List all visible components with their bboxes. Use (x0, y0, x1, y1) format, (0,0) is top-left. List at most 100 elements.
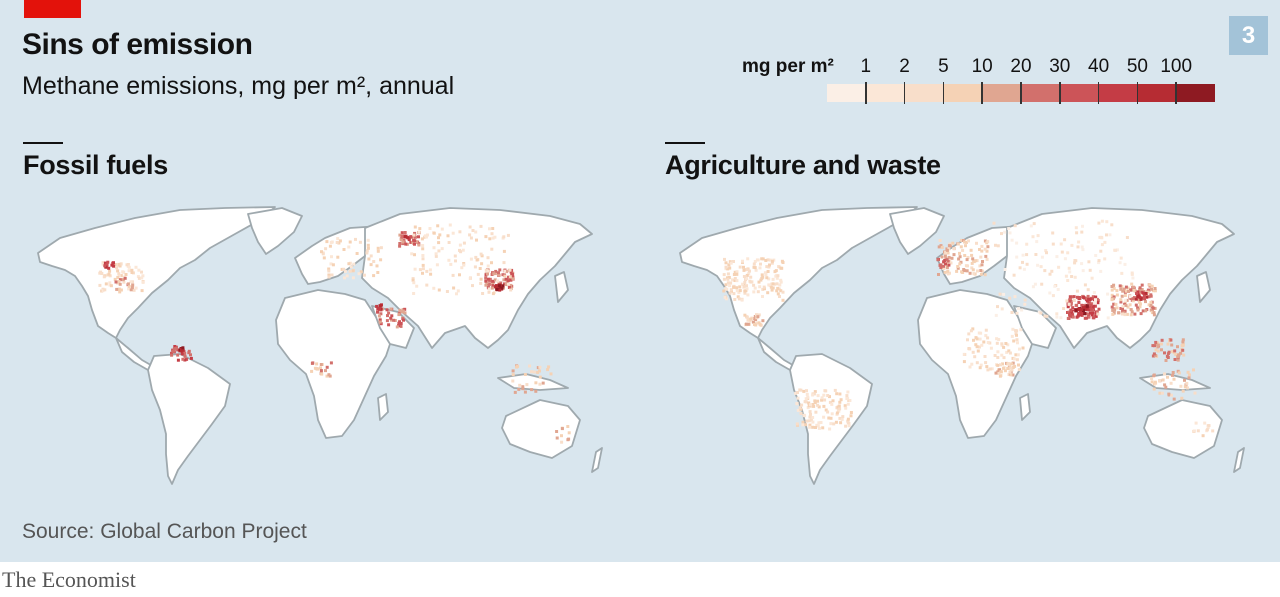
emission-cell (1143, 294, 1146, 298)
emission-cell (417, 243, 421, 247)
emission-cell (1177, 371, 1181, 375)
emission-cell (421, 254, 425, 257)
emission-cell (399, 237, 403, 241)
emission-cell (491, 292, 495, 296)
emission-cell (413, 225, 417, 229)
emission-cell (1170, 343, 1174, 347)
landmass-north-america (37, 206, 276, 339)
emission-cell (1152, 373, 1156, 377)
emission-cell (807, 401, 811, 405)
emission-cell (1121, 309, 1125, 313)
emission-cell (1036, 234, 1040, 238)
emission-cell (1129, 308, 1133, 312)
emission-cell (137, 268, 141, 272)
emission-cell (749, 275, 753, 279)
emission-cell (567, 431, 571, 435)
emission-cell (403, 231, 407, 234)
emission-cell (941, 266, 945, 270)
emission-cell (505, 270, 509, 274)
map-label-rule (665, 142, 705, 144)
emission-cell (996, 363, 1000, 367)
emission-cell (963, 240, 967, 244)
emission-cell (1084, 307, 1087, 311)
emission-cell (412, 233, 416, 237)
emission-cell (821, 426, 825, 430)
emission-cell (1123, 262, 1127, 266)
emission-cell (809, 418, 813, 422)
emission-cell (399, 322, 403, 325)
emission-cell (1010, 334, 1014, 338)
emission-cell (814, 426, 817, 429)
legend-swatch (943, 84, 983, 102)
emission-cell (397, 321, 401, 325)
emission-cell (740, 298, 744, 302)
emission-cell (983, 247, 987, 251)
emission-cell (415, 284, 419, 288)
emission-cell (816, 399, 820, 403)
emission-cell (732, 292, 736, 296)
emission-cell (438, 233, 442, 237)
emission-cell (835, 392, 839, 396)
emission-cell (729, 261, 733, 265)
emission-cell (812, 392, 816, 396)
emission-cell (1181, 340, 1185, 344)
emission-cell (1011, 373, 1015, 377)
emission-cell (994, 371, 998, 375)
emission-cell (398, 244, 402, 248)
emission-cell (1091, 306, 1095, 310)
emission-cell (742, 265, 745, 269)
emission-cell (127, 284, 131, 288)
emission-cell (1173, 358, 1177, 361)
emission-cell (1068, 313, 1072, 317)
emission-cell (468, 233, 472, 237)
emission-cell (968, 347, 972, 351)
emission-cell (799, 407, 803, 411)
emission-cell (828, 400, 832, 404)
emission-cell (1147, 303, 1151, 307)
emission-cell (560, 434, 563, 438)
emission-cell (820, 396, 824, 400)
emission-cell (343, 269, 347, 273)
emission-cell (518, 383, 522, 387)
emission-cell (110, 263, 114, 267)
emission-cell (429, 272, 433, 276)
emission-cell (978, 337, 982, 341)
emission-cell (730, 278, 734, 282)
emission-cell (964, 244, 967, 248)
emission-cell (965, 240, 968, 244)
emission-cell (811, 416, 815, 419)
emission-cell (994, 313, 998, 317)
emission-cell (1136, 295, 1140, 299)
emission-cell (181, 348, 185, 352)
emission-cell (1121, 304, 1125, 308)
emission-cell (764, 259, 768, 262)
emission-cell (484, 268, 488, 272)
emission-cell (1076, 308, 1080, 311)
emission-cell (767, 265, 771, 269)
emission-cell (174, 346, 178, 350)
emission-cell (757, 313, 761, 317)
emission-cell (1150, 284, 1154, 288)
emission-cell (986, 240, 990, 244)
legend-tick-label: 20 (1010, 56, 1032, 77)
emission-cell (1139, 302, 1142, 306)
emission-cell (1153, 289, 1157, 293)
emission-cell (1059, 316, 1063, 320)
emission-cell (119, 262, 123, 266)
emission-cell (1123, 309, 1127, 313)
emission-cell (1139, 296, 1143, 300)
emission-cell (971, 268, 975, 272)
emission-cell (1154, 354, 1158, 357)
emission-cell (974, 343, 978, 347)
emission-cell (808, 425, 812, 429)
emission-cell (829, 416, 833, 420)
emission-cell (745, 273, 749, 277)
emission-cell (440, 227, 444, 231)
emission-cell (402, 318, 405, 322)
emission-cell (833, 388, 837, 392)
emission-cell (418, 227, 422, 231)
emission-cell (845, 397, 849, 400)
emission-cell (347, 262, 351, 266)
emission-cell (1012, 273, 1016, 277)
emission-cell (378, 304, 382, 308)
